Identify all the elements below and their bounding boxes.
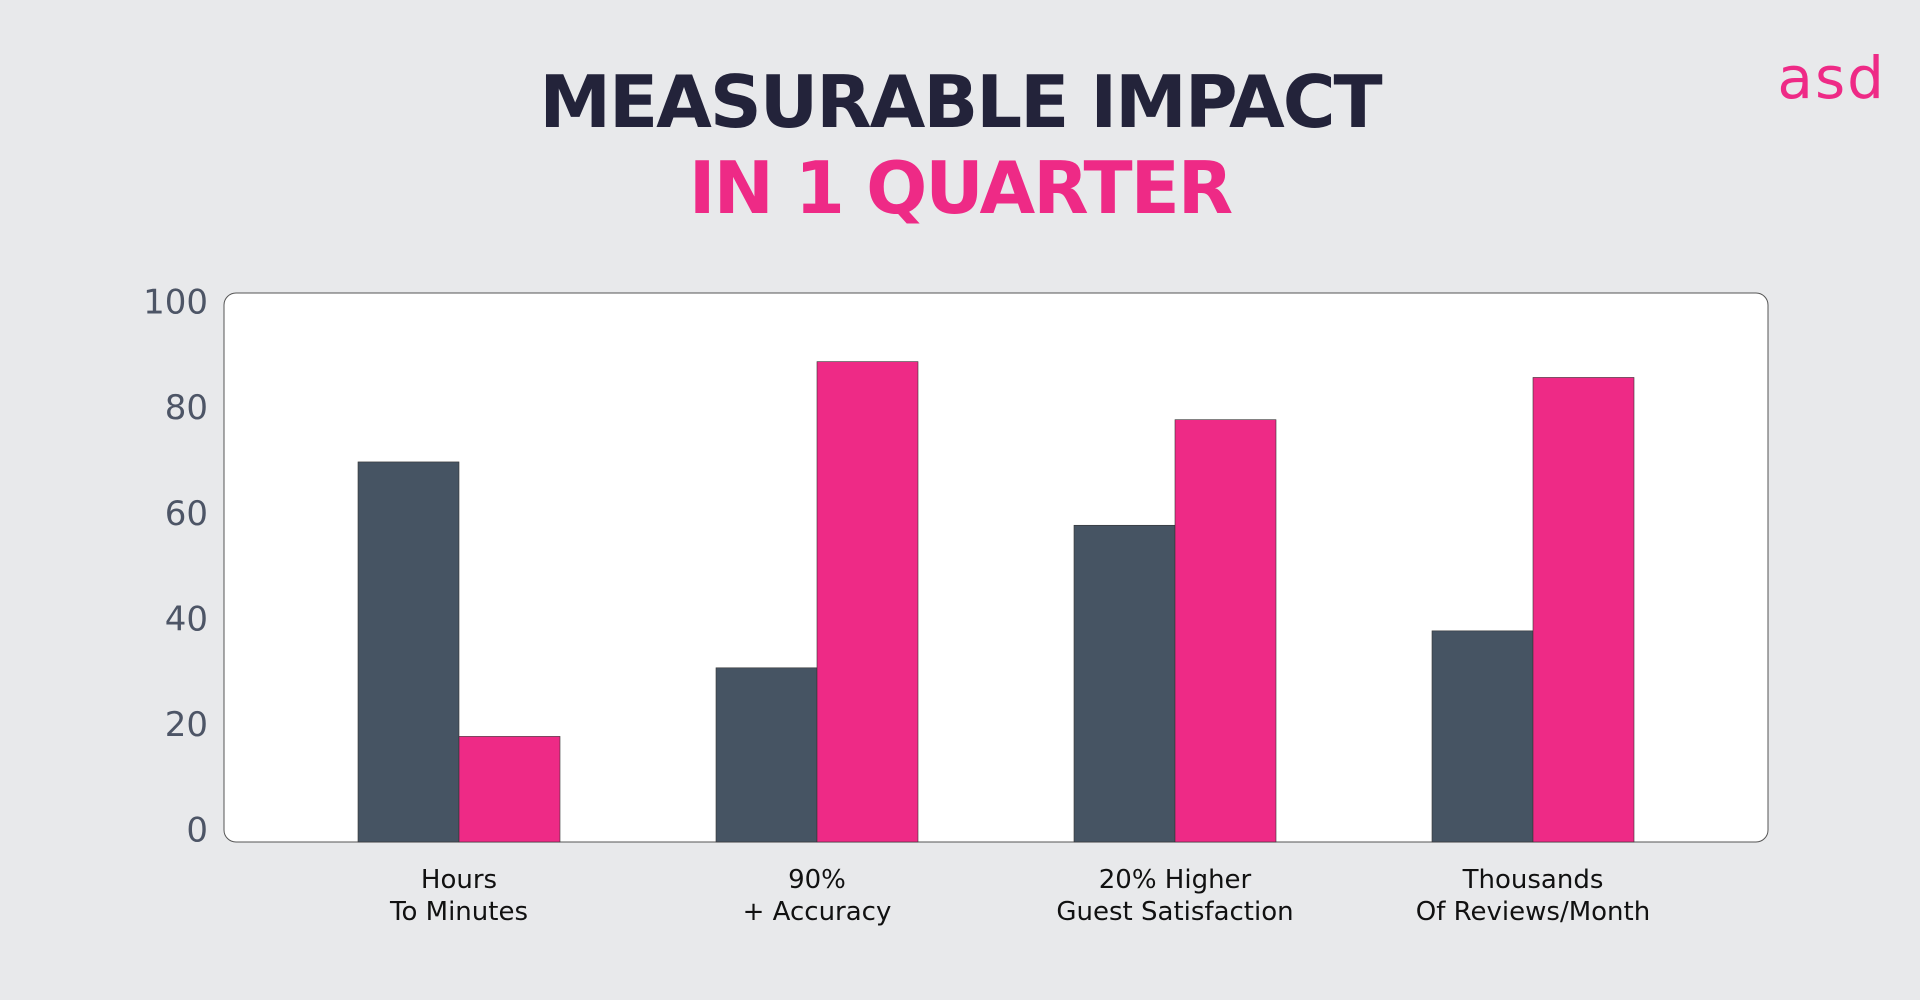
logo: asd xyxy=(1777,44,1886,112)
bar xyxy=(1174,419,1277,843)
x-tick-label: 90% + Accuracy xyxy=(742,865,892,927)
chart-subtitle: IN 1 QUARTER xyxy=(688,146,1233,230)
bar xyxy=(715,667,818,843)
bar xyxy=(1532,377,1635,843)
bar xyxy=(357,461,460,843)
bar xyxy=(816,361,919,843)
bar xyxy=(458,736,561,843)
y-tick-label: 80 xyxy=(165,388,208,428)
y-tick-label: 60 xyxy=(165,494,208,534)
y-tick-label: 20 xyxy=(165,705,208,745)
plot-area xyxy=(223,292,1769,843)
y-tick-label: 0 xyxy=(186,811,208,851)
x-tick-label: Thousands Of Reviews/Month xyxy=(1415,865,1651,927)
y-tick-label: 100 xyxy=(143,283,208,323)
x-tick-label: Hours To Minutes xyxy=(390,865,528,927)
bar xyxy=(1073,524,1176,843)
bar xyxy=(1431,630,1534,843)
y-tick-label: 40 xyxy=(165,599,208,639)
chart-title: MEASURABLE IMPACT xyxy=(539,60,1382,144)
x-tick-label: 20% Higher Guest Satisfaction xyxy=(1056,865,1294,927)
